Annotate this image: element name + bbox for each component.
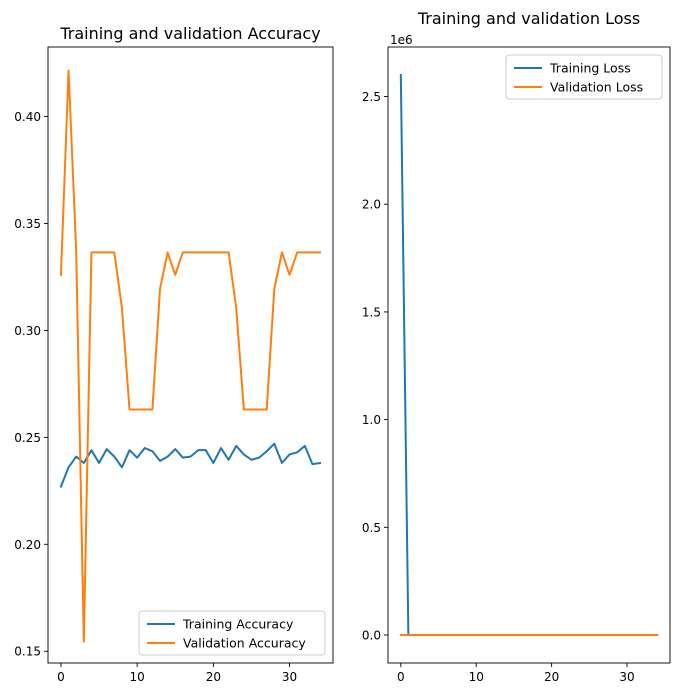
accuracy-legend-label: Validation Accuracy — [183, 636, 306, 651]
loss-y-tick-label: 0.0 — [362, 629, 381, 643]
accuracy-x-tick-label: 10 — [130, 670, 145, 684]
accuracy-legend: Training Accuracy Validation Accuracy — [138, 610, 326, 656]
accuracy-y-tick-label: 0.35 — [14, 217, 41, 231]
loss-x-tick-label: 10 — [469, 670, 484, 684]
accuracy-series-line-training — [59, 442, 322, 488]
accuracy-y-tick-label: 0.20 — [14, 538, 41, 552]
loss-x-tick-label: 20 — [544, 670, 559, 684]
loss-legend: Training Loss Validation Loss — [505, 54, 663, 100]
loss-y-tick-label: 0.5 — [362, 521, 381, 535]
loss-y-tick-label: 1.0 — [362, 413, 381, 427]
accuracy-y-tick-label: 0.15 — [14, 645, 41, 659]
loss-legend-label: Training Loss — [549, 61, 631, 76]
accuracy-x-tick-label: 0 — [57, 670, 65, 684]
loss-legend-frame — [505, 54, 663, 100]
loss-y-tick-label: 2.0 — [362, 198, 381, 212]
loss-y-scale-label: 1e6 — [390, 33, 413, 47]
accuracy-y-tick-label: 0.40 — [14, 110, 41, 124]
accuracy-legend-label: Training Accuracy — [182, 617, 294, 632]
accuracy-panel: Training and validation Accuracy 0 10 20 30… — [14, 24, 334, 684]
loss-y-tick-label: 2.5 — [362, 90, 381, 104]
loss-series-line-training — [399, 73, 659, 636]
loss-panel: Training and validation Loss 1e6 0 10 20 30… — [362, 9, 671, 684]
loss-legend-label: Validation Loss — [550, 80, 643, 95]
loss-plot-frame — [387, 46, 671, 664]
accuracy-x-tick-label: 30 — [282, 670, 297, 684]
loss-y-tick-label: 1.5 — [362, 305, 381, 319]
accuracy-x-tick-label: 20 — [206, 670, 221, 684]
loss-x-tick-label: 30 — [619, 670, 634, 684]
accuracy-chart-title: Training and validation Accuracy — [59, 24, 320, 43]
accuracy-series-line-validation — [59, 69, 322, 643]
accuracy-plot-frame — [47, 46, 334, 664]
loss-x-tick-label: 0 — [397, 670, 405, 684]
accuracy-y-tick-label: 0.30 — [14, 324, 41, 338]
accuracy-y-tick-label: 0.25 — [14, 431, 41, 445]
accuracy-legend-frame — [138, 610, 326, 656]
loss-chart-title: Training and validation Loss — [417, 9, 640, 28]
